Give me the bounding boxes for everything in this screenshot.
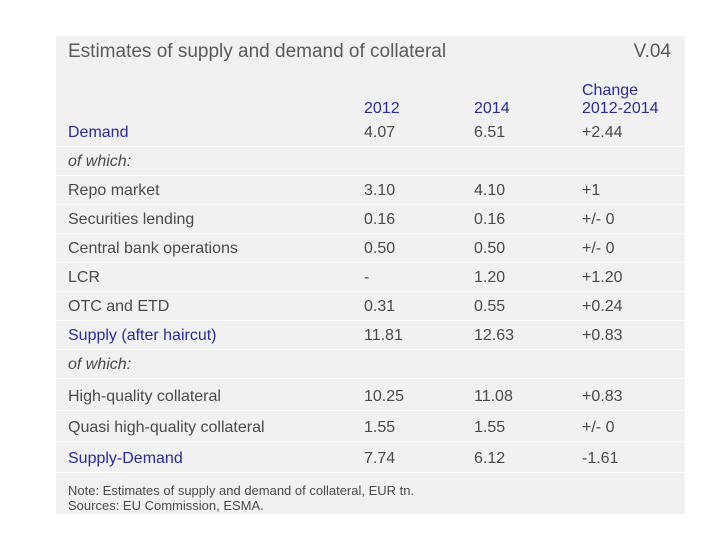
value-2012: 0.16 [364,211,396,228]
row-label: Supply-Demand [68,450,183,467]
row-central-bank-operations: Central bank operations 0.50 0.50 +/- 0 [56,234,685,263]
row-supply: Supply (after haircut) 11.81 12.63 +0.83 [56,321,685,350]
row-label: High-quality collateral [68,388,221,405]
value-2014: 11.08 [474,388,513,405]
row-lcr: LCR - 1.20 +1.20 [56,263,685,292]
value-change: +1 [582,182,601,199]
value-2014: 0.16 [474,211,506,228]
table-note: Note: Estimates of supply and demand of … [68,483,414,513]
value-2012: 4.07 [364,124,396,141]
value-change: +/- 0 [582,211,615,228]
value-2014: 12.63 [474,327,515,344]
value-2012: 3.10 [364,182,396,199]
value-2012: 0.50 [364,240,396,257]
figure-code: V.04 [633,41,671,62]
value-2012: 1.55 [364,419,396,436]
row-label: of which: [68,153,132,170]
value-change: +0.24 [582,298,623,315]
row-label: OTC and ETD [68,298,170,315]
value-2012: 7.74 [364,450,396,467]
note-line: Note: Estimates of supply and demand of … [68,483,415,498]
value-2014: 1.55 [474,419,506,436]
value-change: +2.44 [582,124,623,141]
value-2014: 0.50 [474,240,506,257]
row-quasi-high-quality-collateral: Quasi high-quality collateral 1.55 1.55 … [56,413,685,442]
table-title: Estimates of supply and demand of collat… [68,41,447,62]
value-2012: 10.25 [364,388,405,405]
row-repo-market: Repo market 3.10 4.10 +1 [56,176,685,205]
row-label: LCR [68,269,101,286]
value-2012: - [364,269,370,286]
value-2012: 11.81 [364,327,403,344]
row-label: Demand [68,124,129,141]
header-2012: 2012 [364,100,400,117]
row-label: Repo market [68,182,160,199]
row-label: of which: [68,356,132,373]
row-otc-and-etd: OTC and ETD 0.31 0.55 +0.24 [56,292,685,321]
value-2012: 0.31 [364,298,396,315]
row-of-which-supply: of which: [56,350,685,379]
value-change: +/- 0 [582,240,615,257]
table-panel: Estimates of supply and demand of collat… [56,36,685,514]
sources-line: Sources: EU Commission, ESMA. [68,498,264,513]
row-label: Securities lending [68,211,195,228]
value-2014: 6.51 [474,124,506,141]
row-label: Supply (after haircut) [68,327,217,344]
value-change: +0.83 [582,327,623,344]
row-securities-lending: Securities lending 0.16 0.16 +/- 0 [56,205,685,234]
header-change-line1: Change [582,82,639,99]
value-change: -1.61 [582,450,619,467]
row-high-quality-collateral: High-quality collateral 10.25 11.08 +0.8… [56,382,685,411]
row-label: Central bank operations [68,240,238,257]
row-supply-demand: Supply-Demand 7.74 6.12 -1.61 [56,444,685,473]
row-label: Quasi high-quality collateral [68,419,265,436]
value-change: +1.20 [582,269,623,286]
value-2014: 1.20 [474,269,506,286]
value-2014: 0.55 [474,298,506,315]
value-2014: 6.12 [474,450,506,467]
row-of-which-demand: of which: [56,147,685,176]
value-change: +0.83 [582,388,623,405]
value-change: +/- 0 [582,419,615,436]
row-demand: Demand 4.07 6.51 +2.44 [56,118,685,147]
header-2014: 2014 [474,100,510,117]
value-2014: 4.10 [474,182,506,199]
header-change-line2: 2012-2014 [582,100,659,117]
